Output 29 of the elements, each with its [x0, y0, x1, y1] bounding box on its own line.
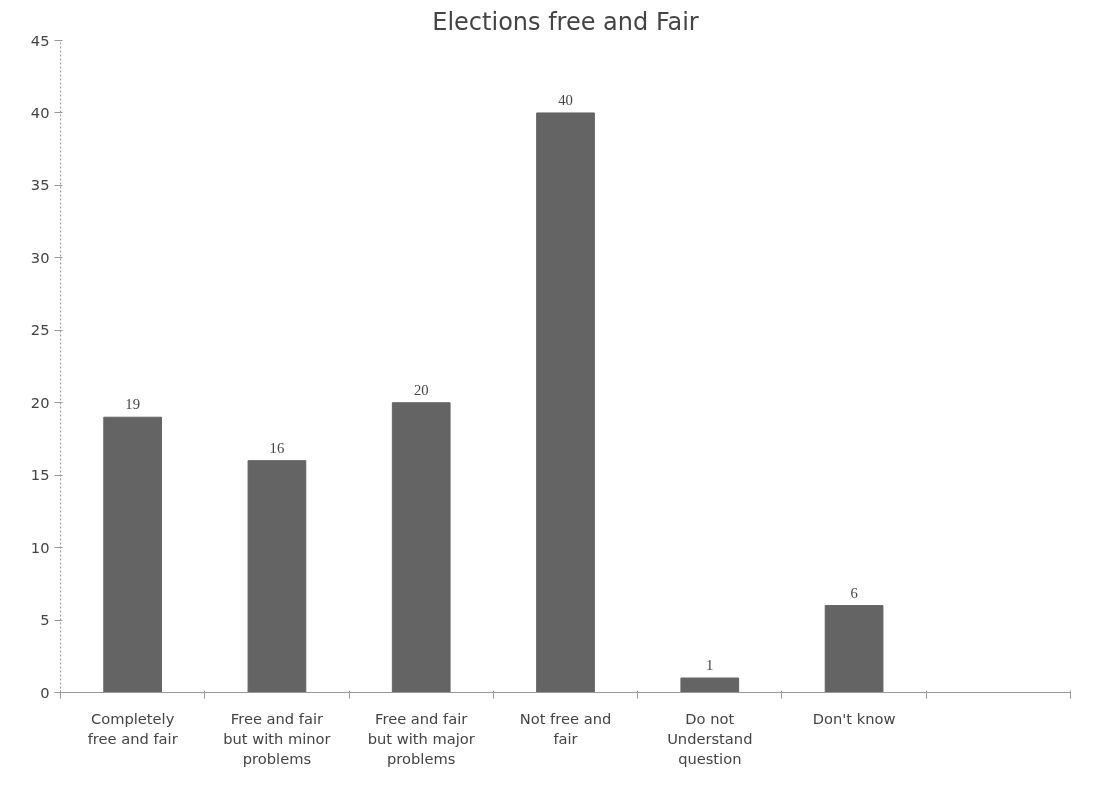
- y-tick-label: 15: [30, 466, 50, 484]
- y-tick-label: 5: [40, 611, 50, 629]
- bar: [824, 605, 884, 693]
- data-label: 1: [706, 657, 714, 674]
- y-tick-label: 40: [30, 103, 50, 121]
- y-tick-label: 20: [30, 393, 50, 411]
- bar: [536, 112, 595, 693]
- x-tick-label: Don't know: [812, 709, 896, 727]
- bar: [103, 416, 162, 693]
- data-label: 6: [850, 584, 858, 601]
- x-tick-label: Free and fair but with major problems: [367, 709, 476, 768]
- y-tick-label: 45: [30, 31, 50, 49]
- y-tick-label: 10: [30, 538, 50, 556]
- bar: [391, 402, 451, 693]
- data-label: 19: [125, 396, 140, 413]
- x-tick-label: Do not Understand question: [667, 709, 753, 768]
- y-tick-label: 35: [30, 176, 50, 194]
- y-tick-label: 0: [40, 683, 50, 701]
- y-tick-label: 25: [30, 321, 50, 339]
- bar: [680, 677, 740, 693]
- chart-title: Elections free and Fair: [432, 7, 699, 36]
- y-tick-label: 30: [30, 248, 50, 266]
- data-label: 40: [558, 91, 573, 108]
- x-tick-label: Free and fair but with minor problems: [223, 709, 332, 768]
- bar: [247, 460, 307, 693]
- data-label: 16: [269, 439, 285, 456]
- data-label: 20: [413, 381, 429, 398]
- x-tick-label: Completely free and fair: [87, 709, 179, 747]
- x-tick-label: Not free and fair: [519, 709, 612, 747]
